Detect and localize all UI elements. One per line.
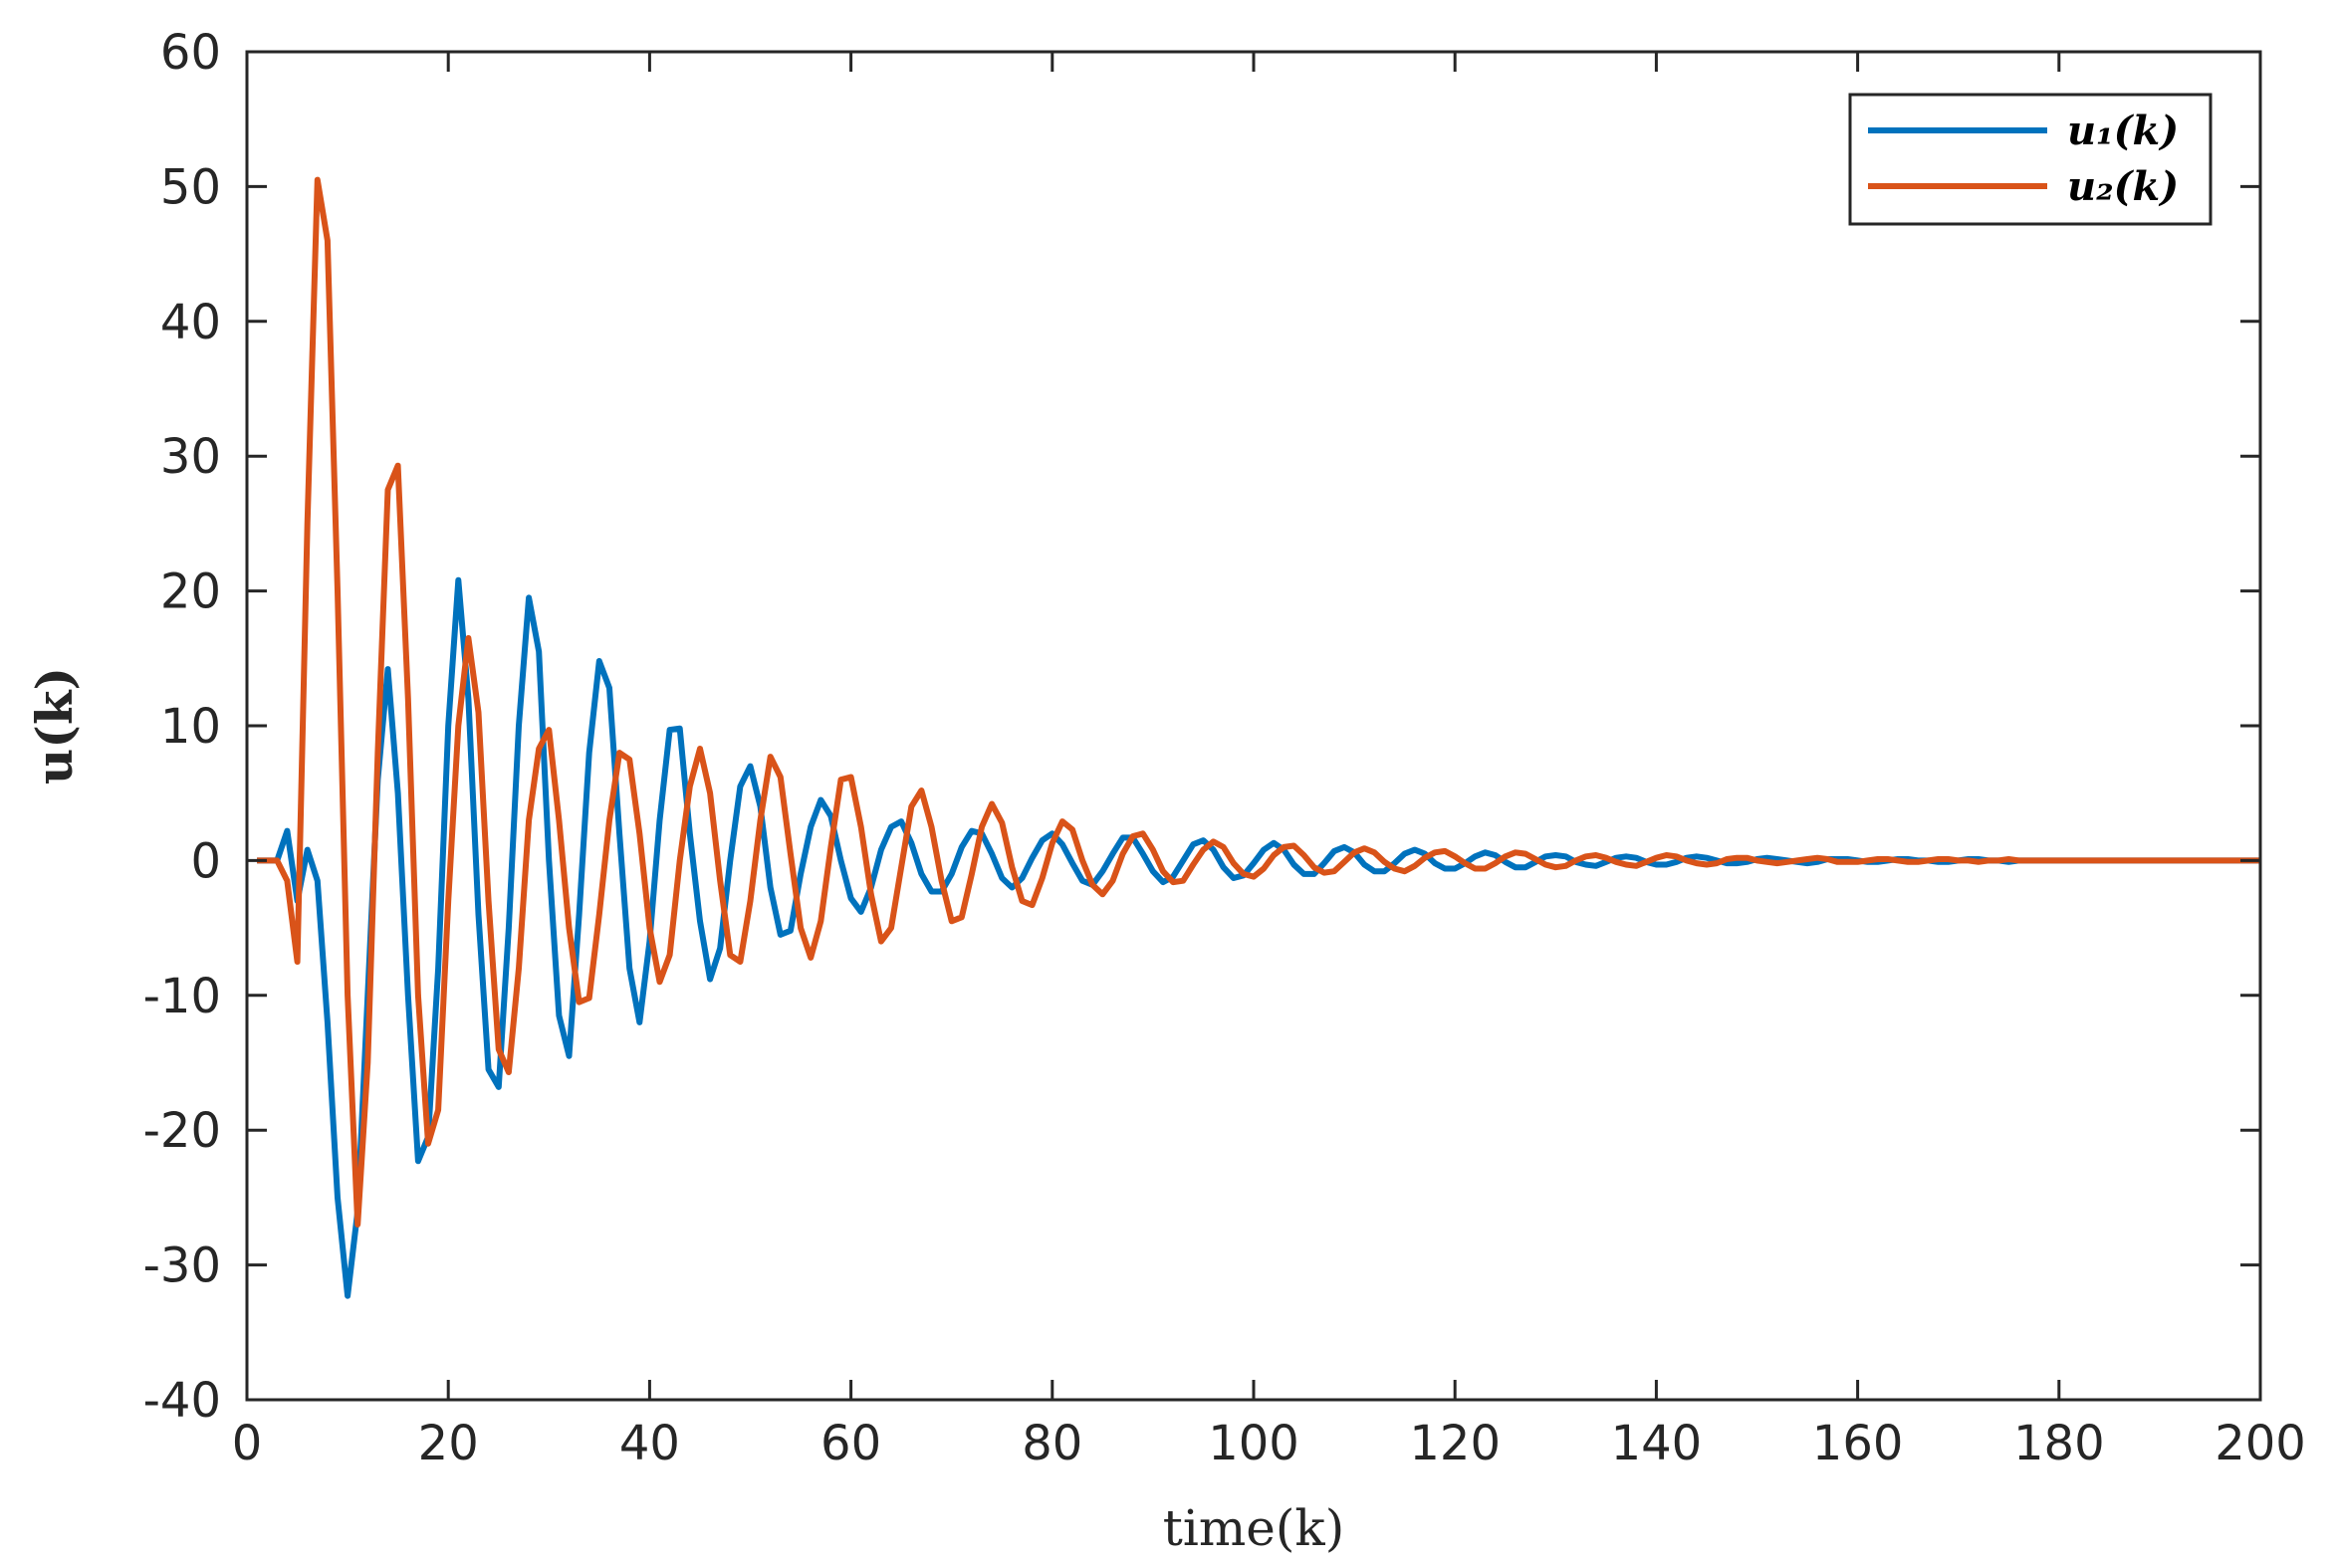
y-tick-label: -20 xyxy=(143,1103,221,1159)
y-tick-label: 10 xyxy=(160,699,221,755)
y-tick-label: -10 xyxy=(143,969,221,1024)
y-tick-label: 20 xyxy=(160,564,221,620)
x-axis-label: time(k) xyxy=(1163,1499,1344,1557)
x-tick-label: 40 xyxy=(619,1416,680,1471)
x-tick-label: 100 xyxy=(1208,1416,1299,1471)
y-tick-label: 30 xyxy=(160,429,221,485)
y-tick-label: 50 xyxy=(160,159,221,215)
tick-layer: 0 20 40 60 80 100 120 140 160 180 200 -40 -30 -20 -10 0… xyxy=(143,25,2306,1471)
x-tick-label: 80 xyxy=(1022,1416,1082,1471)
y-tick-label: 60 xyxy=(160,25,221,81)
y-axis-label: u(k) xyxy=(25,667,84,784)
y-tick-label: 0 xyxy=(190,833,221,889)
y-tick-label: -40 xyxy=(143,1373,221,1429)
legend: u₁(k) u₂(k) xyxy=(1848,93,2213,226)
y-tick-label: 40 xyxy=(160,295,221,350)
plot-background xyxy=(247,52,2260,1400)
x-tick-label: 120 xyxy=(1409,1416,1501,1471)
y-tick-label: -30 xyxy=(143,1238,221,1294)
legend-label-u1: u₁(k) xyxy=(2067,108,2179,154)
series-line-u2 xyxy=(257,176,2260,1228)
x-tick-label: 140 xyxy=(1611,1416,1703,1471)
x-tick-label: 180 xyxy=(2013,1416,2105,1471)
x-tick-label: 200 xyxy=(2215,1416,2306,1471)
legend-label-u2: u₂(k) xyxy=(2067,163,2179,210)
x-tick-label: 60 xyxy=(820,1416,881,1471)
x-tick-label: 20 xyxy=(418,1416,479,1471)
x-tick-label: 160 xyxy=(1812,1416,1904,1471)
series-layer xyxy=(257,176,2260,1299)
legend-box xyxy=(1848,93,2213,226)
x-tick-label: 0 xyxy=(232,1416,263,1471)
